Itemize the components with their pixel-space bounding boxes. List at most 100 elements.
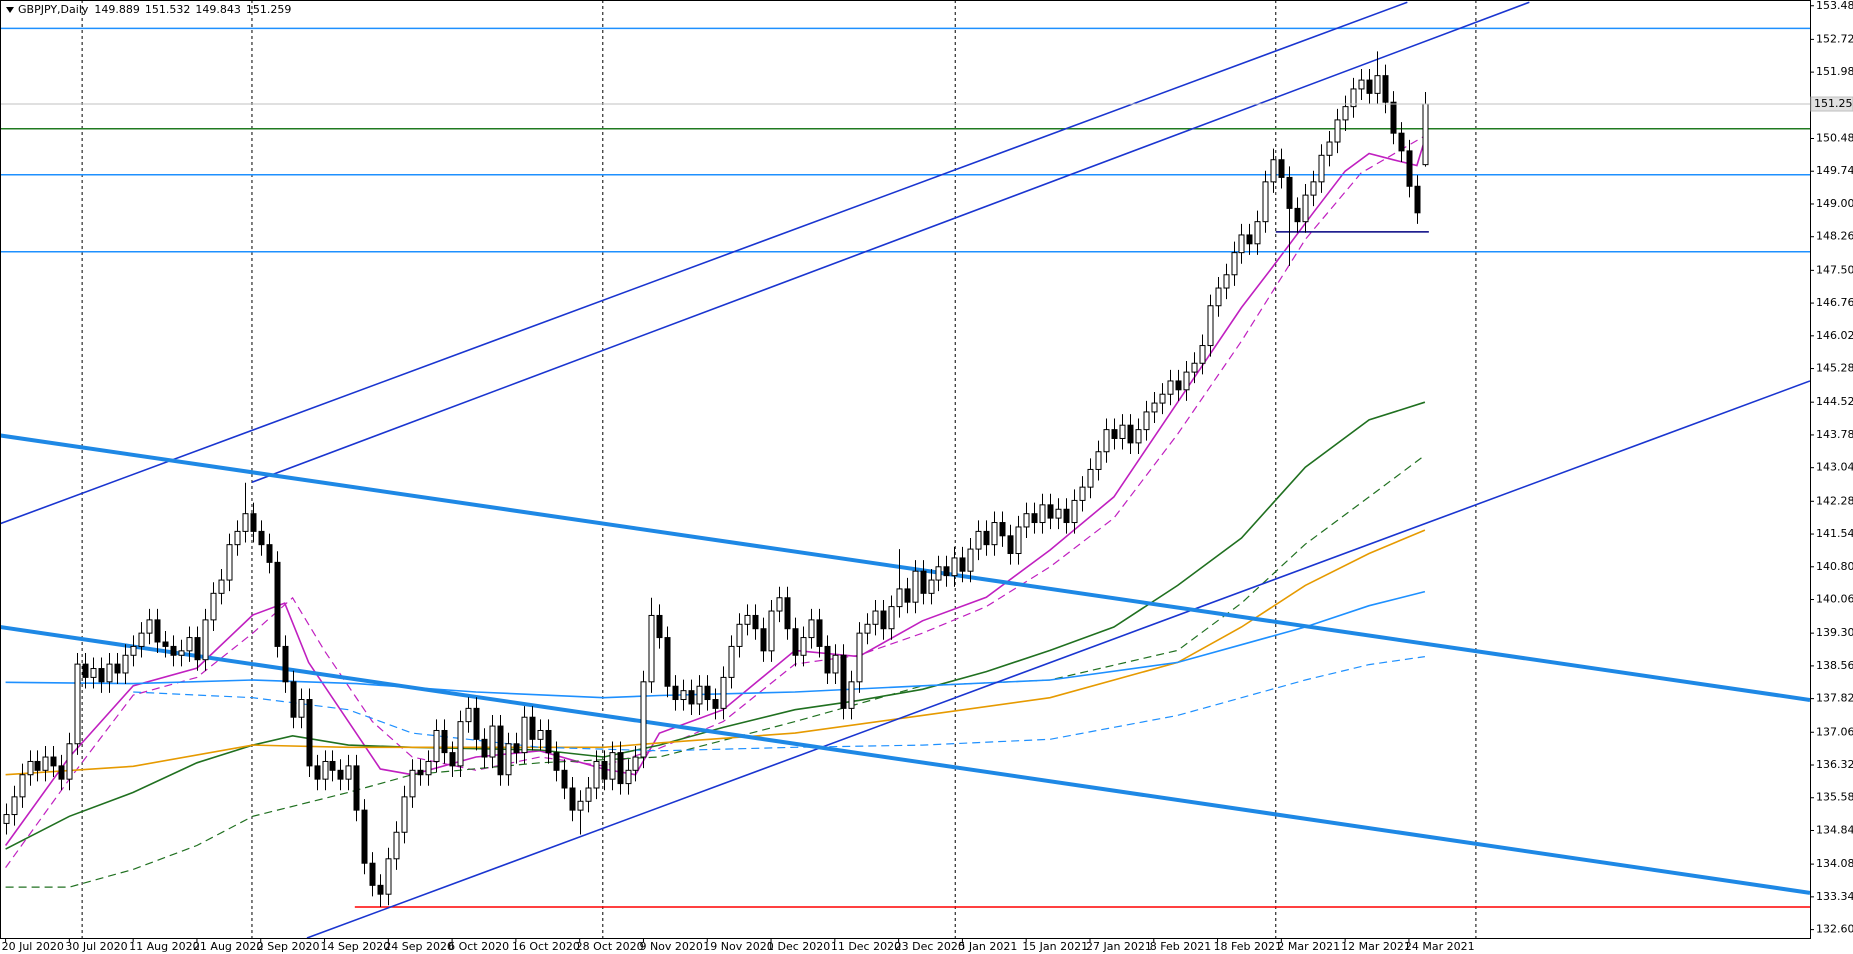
candle-body (1183, 371, 1190, 391)
candle-body (377, 884, 384, 895)
x-tick-label: 21 Aug 2020 (193, 940, 263, 953)
candle-body (712, 699, 719, 709)
candle-body (50, 756, 57, 767)
candle-body (1270, 159, 1277, 183)
y-tick-label: 134.080 (1816, 857, 1853, 870)
candle-body (561, 769, 568, 789)
candle-body (74, 663, 81, 745)
candle-body (441, 729, 448, 754)
candle-body (792, 628, 799, 656)
candle-body (226, 544, 233, 581)
candle-body (808, 619, 815, 639)
candle-body (696, 685, 703, 705)
candle-body (1302, 194, 1309, 223)
candle-body (760, 628, 767, 652)
candle-body (1342, 106, 1349, 121)
candle-body (234, 530, 241, 546)
candle-body (1422, 103, 1429, 166)
candle-body (577, 800, 584, 811)
candle-body (473, 707, 480, 740)
y-tick-label: 137.820 (1816, 692, 1853, 705)
x-tick-label: 16 Oct 2020 (512, 940, 580, 953)
moving-average (133, 656, 1425, 752)
candle-body (298, 699, 305, 718)
candle-body (632, 756, 639, 771)
candle-body (266, 544, 273, 563)
menu-arrow-icon[interactable] (6, 7, 14, 13)
y-tick-label: 138.560 (1816, 659, 1853, 672)
candle-body (481, 738, 488, 758)
x-tick-label: 19 Nov 2020 (703, 940, 773, 953)
x-tick-label: 2 Mar 2021 (1277, 940, 1340, 953)
candle-body (776, 597, 783, 612)
trendline (251, 1, 1530, 484)
candle-body (872, 610, 879, 625)
candle-body (178, 650, 185, 656)
candle-body (975, 530, 982, 550)
candle-body (1199, 345, 1206, 364)
y-tick-label: 137.060 (1816, 725, 1853, 738)
candle-body (1191, 362, 1198, 373)
plot-frame (0, 0, 1811, 939)
candle-body (553, 752, 560, 771)
candle-body (1406, 150, 1413, 187)
moving-average (5, 401, 1426, 850)
candle-body (322, 760, 329, 780)
y-tick-label: 151.980 (1816, 65, 1853, 78)
candle-body (1246, 234, 1253, 245)
candle-body (489, 725, 496, 758)
candle-body (1318, 154, 1325, 183)
candle-body (768, 610, 775, 652)
candle-body (1254, 221, 1261, 245)
candle-body (306, 699, 313, 767)
candle-body (1135, 429, 1142, 444)
candle-body (1095, 451, 1102, 470)
candle-body (1382, 75, 1389, 103)
candle-body (1079, 486, 1086, 501)
candle-body (1127, 424, 1134, 444)
candle-body (369, 862, 376, 886)
candle-body (999, 522, 1006, 537)
current-price-label: 151.259 (1814, 97, 1853, 110)
y-tick-label: 140.800 (1816, 560, 1853, 573)
x-tick-label: 12 Mar 2021 (1341, 940, 1411, 953)
candle-body (593, 760, 600, 789)
candle-body (521, 716, 528, 754)
candle-body (888, 606, 895, 630)
y-tick-label: 149.000 (1816, 197, 1853, 210)
candle-body (617, 752, 624, 785)
candle-body (1390, 101, 1397, 134)
candle-body (967, 548, 974, 572)
x-tick-label: 8 Feb 2021 (1150, 940, 1211, 953)
candle-body (1167, 380, 1174, 395)
candle-body (425, 760, 432, 776)
candle-body (752, 614, 759, 630)
candle-body (1414, 185, 1421, 214)
x-tick-label: 28 Oct 2020 (576, 940, 644, 953)
candle-body (896, 588, 903, 608)
candle-body (1175, 380, 1182, 391)
candle-body (880, 610, 887, 630)
y-tick-label: 148.260 (1816, 230, 1853, 243)
candle-body (688, 690, 695, 705)
x-tick-label: 24 Mar 2021 (1405, 940, 1475, 953)
candle-body (1023, 513, 1030, 528)
current-price-box (1810, 96, 1853, 112)
candle-body (194, 637, 201, 661)
candle-body (1294, 207, 1301, 223)
candle-body (393, 831, 400, 860)
candle-body (242, 513, 249, 532)
y-tick-label: 135.580 (1816, 791, 1853, 804)
open-value: 149.889 (94, 3, 140, 16)
candle-body (98, 668, 105, 683)
candle-body (433, 729, 440, 762)
candle-body (640, 681, 647, 758)
symbol-label: GBPJPY,Daily (18, 3, 89, 16)
x-tick-label: 30 Jul 2020 (65, 940, 127, 953)
candle-body (1310, 181, 1317, 196)
x-tick-label: 20 Jul 2020 (2, 940, 64, 953)
candle-body (1207, 305, 1214, 347)
x-tick-label: 11 Dec 2020 (831, 940, 901, 953)
y-tick-label: 149.740 (1816, 164, 1853, 177)
y-tick-label: 152.720 (1816, 32, 1853, 45)
